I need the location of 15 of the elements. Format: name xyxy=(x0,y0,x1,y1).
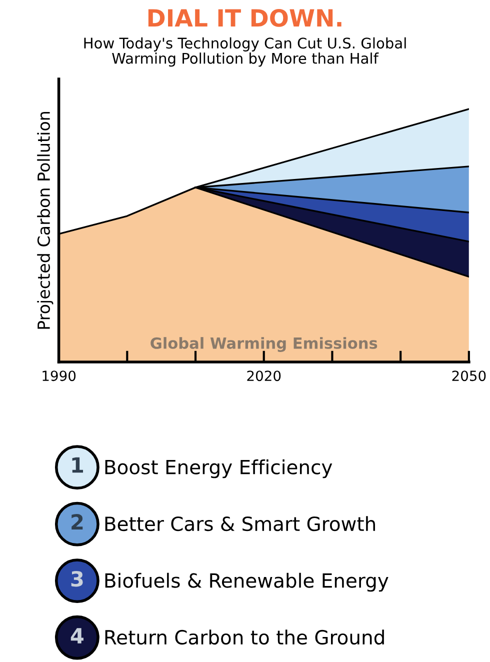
text: 2 xyxy=(72,514,83,530)
text: 1 xyxy=(72,457,84,473)
legend-label: Return Carbon to the Ground xyxy=(105,630,384,645)
legend-label: Better Cars & Smart Growth xyxy=(105,516,375,532)
text: 4 xyxy=(70,628,84,644)
text: 3 xyxy=(71,570,83,587)
chart-subtitle: How Today's Technology Can Cut U.S. Global Warming Pollution by More than Half xyxy=(84,37,406,67)
legend-label: Biofuels & Renewable Energy xyxy=(105,572,388,592)
series-label: Global Warming Emissions xyxy=(150,337,378,352)
x-tick-label: 2050 xyxy=(452,370,486,382)
chart-title: DIAL IT DOWN. xyxy=(148,8,342,27)
legend-label: Boost Energy Efficiency xyxy=(105,459,332,478)
y-axis-title: Projected Carbon Pollution xyxy=(37,112,54,329)
x-tick-label: 2020 xyxy=(247,370,281,382)
x-tick-label: 1990 xyxy=(42,370,76,382)
